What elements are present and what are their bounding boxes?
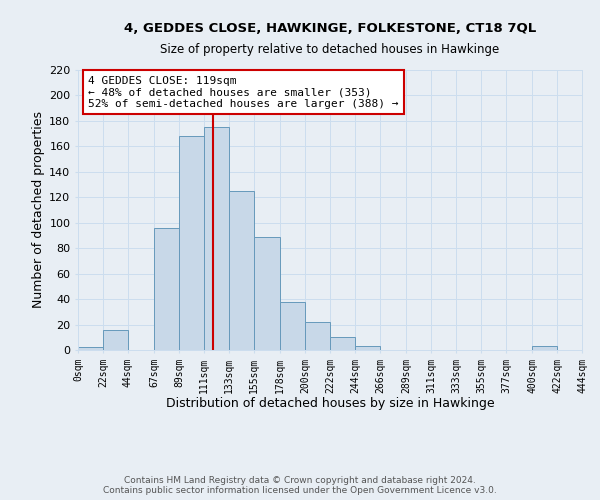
Bar bbox=[532, 346, 557, 350]
Bar bbox=[204, 128, 229, 350]
X-axis label: Distribution of detached houses by size in Hawkinge: Distribution of detached houses by size … bbox=[166, 397, 494, 410]
Bar bbox=[229, 191, 254, 350]
Bar bbox=[103, 330, 128, 350]
Text: 4, GEDDES CLOSE, HAWKINGE, FOLKESTONE, CT18 7QL: 4, GEDDES CLOSE, HAWKINGE, FOLKESTONE, C… bbox=[124, 22, 536, 36]
Text: Contains public sector information licensed under the Open Government Licence v3: Contains public sector information licen… bbox=[103, 486, 497, 495]
Bar bbox=[78, 348, 103, 350]
Text: Size of property relative to detached houses in Hawkinge: Size of property relative to detached ho… bbox=[160, 42, 500, 56]
Bar bbox=[355, 346, 380, 350]
Bar bbox=[179, 136, 204, 350]
Y-axis label: Number of detached properties: Number of detached properties bbox=[32, 112, 45, 308]
Bar bbox=[305, 322, 330, 350]
Text: Contains HM Land Registry data © Crown copyright and database right 2024.: Contains HM Land Registry data © Crown c… bbox=[124, 476, 476, 485]
Text: 4 GEDDES CLOSE: 119sqm
← 48% of detached houses are smaller (353)
52% of semi-de: 4 GEDDES CLOSE: 119sqm ← 48% of detached… bbox=[88, 76, 398, 109]
Bar bbox=[154, 228, 179, 350]
Bar bbox=[330, 338, 355, 350]
Bar bbox=[280, 302, 305, 350]
Bar bbox=[254, 236, 280, 350]
